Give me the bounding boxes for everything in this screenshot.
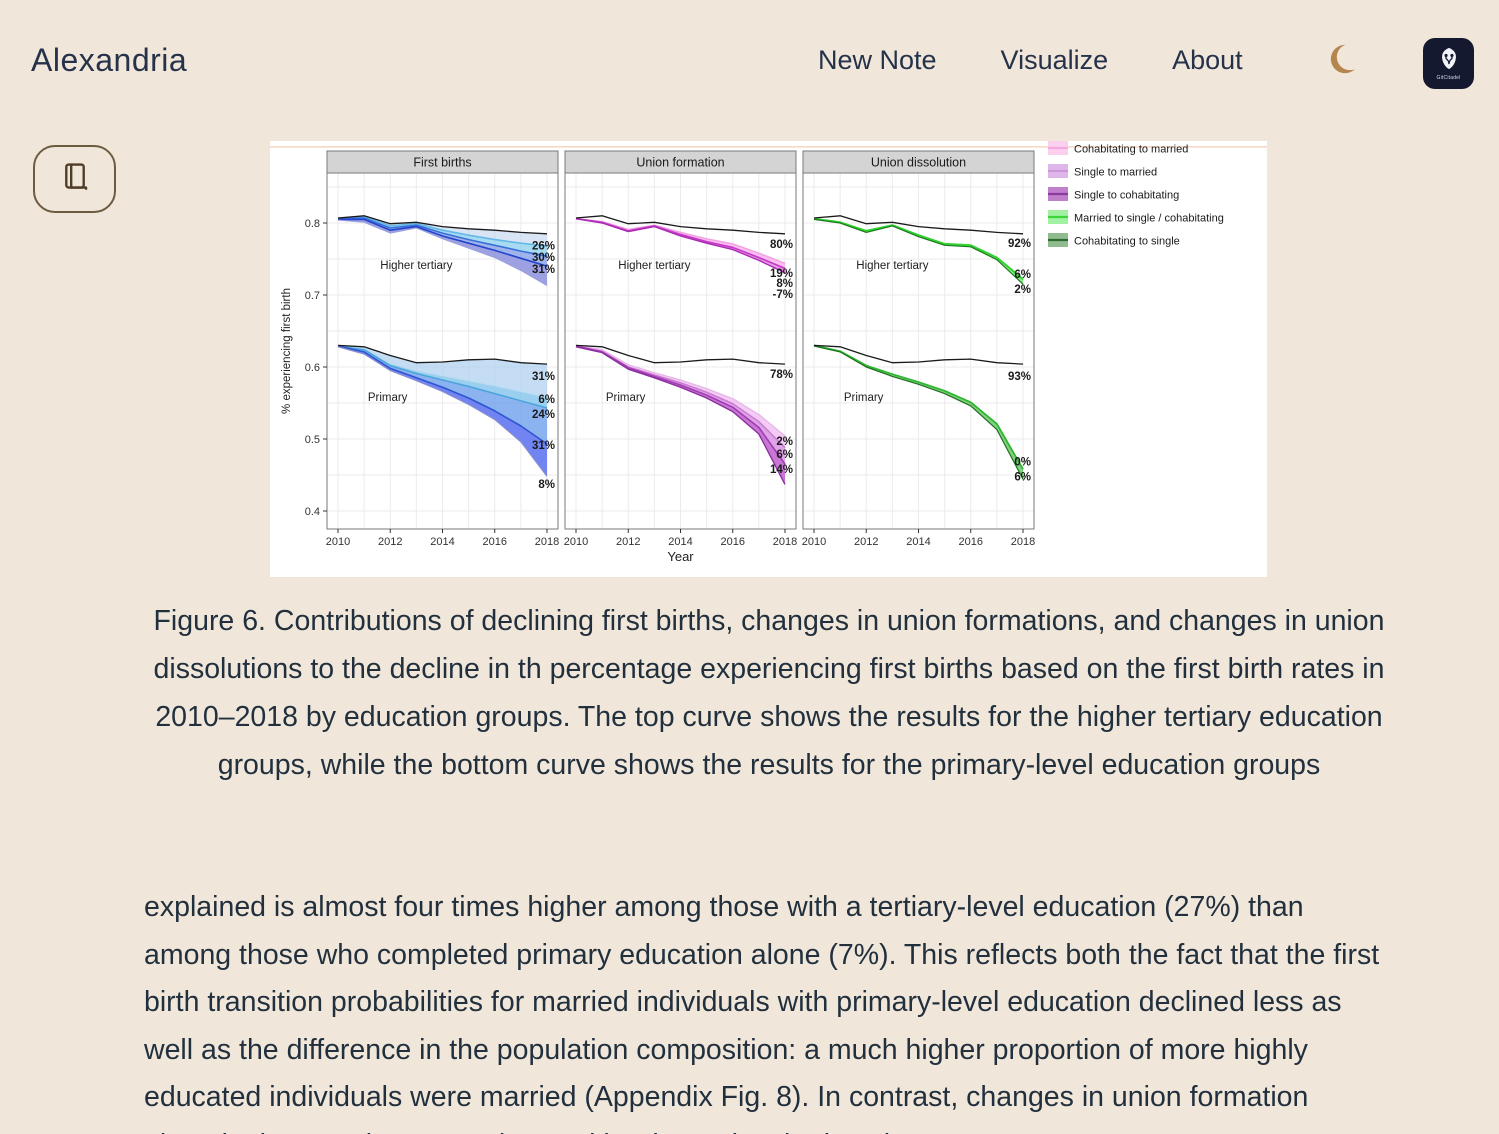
svg-text:0.7: 0.7 (305, 290, 320, 302)
svg-text:6%: 6% (1014, 471, 1031, 483)
svg-text:30%: 30% (532, 252, 555, 264)
svg-text:31%: 31% (532, 371, 555, 383)
reader-button[interactable] (33, 145, 116, 213)
svg-text:Single to married: Single to married (1074, 167, 1157, 179)
svg-text:0.6: 0.6 (305, 362, 320, 374)
svg-text:31%: 31% (532, 264, 555, 276)
book-icon (56, 159, 94, 200)
svg-text:8%: 8% (538, 479, 555, 491)
article-paragraph: explained is almost four times higher am… (144, 891, 1380, 1134)
theme-toggle-button[interactable] (1321, 42, 1359, 80)
svg-text:2016: 2016 (483, 536, 507, 548)
svg-text:0.4: 0.4 (305, 506, 320, 518)
svg-text:2012: 2012 (854, 536, 878, 548)
crescent-moon-icon (1322, 44, 1358, 81)
svg-text:2012: 2012 (378, 536, 402, 548)
svg-text:2010: 2010 (326, 536, 350, 548)
svg-text:Union formation: Union formation (636, 156, 724, 170)
logo-button[interactable]: GitCitadel (1423, 38, 1474, 89)
svg-text:78%: 78% (770, 369, 793, 381)
svg-text:Primary: Primary (606, 392, 646, 404)
svg-text:0%: 0% (1014, 456, 1031, 468)
svg-text:6%: 6% (1014, 269, 1031, 281)
svg-text:2016: 2016 (721, 536, 745, 548)
svg-text:Higher tertiary: Higher tertiary (618, 260, 690, 272)
chart-legend: Cohabitating to married Single to married… (1048, 141, 1224, 248)
nav-item-visualize[interactable]: Visualize (1000, 45, 1109, 75)
logo-label: GitCitadel (1436, 74, 1461, 81)
svg-text:19%: 19% (770, 268, 793, 280)
main-nav: New Note Visualize About (818, 45, 1243, 76)
figure-caption: Figure 6. Contributions of declining fir… (153, 605, 1385, 781)
svg-text:0.5: 0.5 (305, 434, 320, 446)
svg-text:Primary: Primary (844, 392, 884, 404)
svg-text:Cohabitating to single: Cohabitating to single (1074, 236, 1180, 248)
svg-text:2018: 2018 (535, 536, 559, 548)
svg-text:26%: 26% (532, 240, 555, 252)
svg-text:0.8: 0.8 (305, 218, 320, 230)
svg-text:31%: 31% (532, 440, 555, 452)
svg-text:14%: 14% (770, 464, 793, 476)
panel-union-dissolution: Higher tertiary 92% 6% 2% Primary 93% 0% 6% Unio… (802, 150, 1035, 548)
svg-text:6%: 6% (776, 449, 793, 461)
nav-item-about[interactable]: About (1172, 45, 1243, 75)
svg-text:2018: 2018 (1011, 536, 1035, 548)
svg-text:80%: 80% (770, 239, 793, 251)
svg-text:2012: 2012 (616, 536, 640, 548)
svg-text:% experiencing first birth: % experiencing first birth (281, 288, 293, 414)
panel-union-formation: Higher tertiary 80% 19%8%-7% Primary 78% 2%6%… (564, 150, 797, 548)
svg-text:Higher tertiary: Higher tertiary (856, 260, 928, 272)
svg-text:6%: 6% (538, 394, 555, 406)
svg-text:2016: 2016 (959, 536, 983, 548)
svg-text:2014: 2014 (668, 536, 692, 548)
page-title: Alexandria (31, 42, 188, 78)
panel-first-births: Higher tertiary26%30%31%Primary31%6%24%3… (326, 150, 559, 548)
svg-text:8%: 8% (776, 278, 793, 290)
svg-text:First births: First births (413, 156, 471, 170)
svg-text:2%: 2% (1014, 284, 1031, 296)
svg-text:2010: 2010 (564, 536, 588, 548)
svg-text:2%: 2% (776, 436, 793, 448)
figure-chart: Higher tertiary 26% 30% 31% Primary 31% 6% 24% 3… (270, 141, 1267, 577)
svg-text:Married to single / cohabitati: Married to single / cohabitating (1074, 213, 1224, 225)
svg-text:Single to cohabitating: Single to cohabitating (1074, 190, 1179, 202)
svg-text:Cohabitating to married: Cohabitating to married (1074, 144, 1188, 156)
svg-text:Year: Year (667, 549, 694, 564)
svg-text:2014: 2014 (430, 536, 454, 548)
svg-text:Higher tertiary: Higher tertiary (380, 260, 452, 272)
svg-text:2018: 2018 (773, 536, 797, 548)
svg-text:Primary: Primary (368, 392, 408, 404)
svg-text:2014: 2014 (906, 536, 930, 548)
svg-text:2010: 2010 (802, 536, 826, 548)
svg-text:93%: 93% (1008, 371, 1031, 383)
svg-text:Union dissolution: Union dissolution (871, 156, 966, 170)
nav-item-new-note[interactable]: New Note (818, 45, 937, 75)
svg-text:-7%: -7% (773, 289, 793, 301)
shield-logo-icon (1436, 47, 1462, 74)
svg-text:92%: 92% (1008, 238, 1031, 250)
svg-text:24%: 24% (532, 409, 555, 421)
